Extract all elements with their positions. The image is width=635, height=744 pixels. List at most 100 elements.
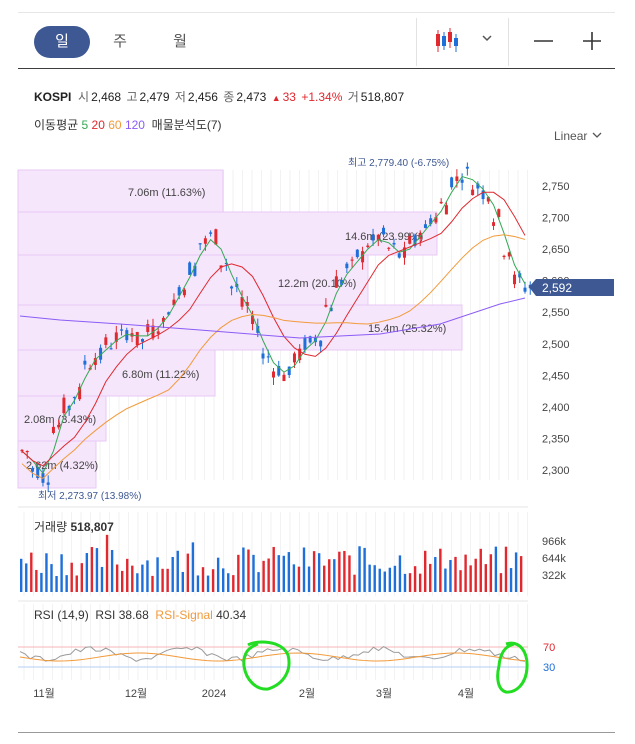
candle-body	[46, 482, 50, 485]
candle-body	[182, 289, 186, 296]
price-chart[interactable]: 7.06m (11.63%) 14.6m (23.99%) 12.2m (20.10…	[0, 150, 635, 710]
volume-profile-label: 2.62m (4.32%)	[26, 460, 98, 472]
open-label: 시	[78, 90, 90, 104]
volume-bar	[424, 550, 427, 592]
volume-bar	[272, 546, 275, 592]
candle-body	[486, 197, 490, 202]
volume-bar	[459, 570, 462, 592]
volume-bar	[156, 557, 159, 592]
candle-body	[292, 353, 296, 363]
tab-month[interactable]: 월	[173, 33, 187, 50]
candle-body	[277, 366, 281, 376]
volume-panel-value: 518,807	[70, 520, 114, 534]
candle-body	[203, 238, 207, 244]
volume-bar	[439, 548, 442, 592]
low-label: 저	[174, 90, 186, 104]
volume-bar	[312, 551, 316, 592]
volume-bar	[211, 569, 215, 592]
period-tabs: 일 주 월	[34, 24, 208, 60]
volume-bar	[449, 560, 452, 592]
candle-body	[303, 337, 307, 350]
volume-bar	[166, 568, 169, 592]
candle-body	[329, 307, 333, 312]
volume-bar	[323, 565, 326, 592]
scale-selector[interactable]: Linear	[554, 129, 603, 143]
chart-type-dropdown[interactable]	[430, 18, 500, 66]
chevron-down-icon	[592, 132, 602, 138]
volume-bar	[429, 563, 432, 592]
time-axis-label: 11월	[33, 687, 55, 700]
volume-bar	[393, 565, 397, 592]
volume-bar	[206, 575, 210, 592]
volume-bar	[60, 554, 63, 592]
rsi-line	[19, 646, 526, 662]
volume-bar	[282, 555, 285, 592]
volume-bar	[181, 571, 184, 592]
quote-line: KOSPI 시 2,468 고 2,479 저 2,456 종 2,473 ▲ 33 +1…	[34, 88, 406, 105]
volume-bar	[444, 568, 447, 592]
volume-bar	[242, 547, 245, 592]
volume-bar	[186, 553, 190, 592]
change-percent: +1.34%	[301, 90, 343, 104]
price-tick-label: 2,700	[542, 213, 570, 225]
change-value: 33	[282, 90, 296, 104]
tab-day[interactable]: 일	[34, 26, 90, 58]
volume-bar	[489, 554, 493, 592]
candle-body	[25, 450, 29, 453]
candle-body	[492, 222, 496, 226]
volume-bar	[398, 555, 402, 592]
volume-bar	[418, 573, 422, 592]
tab-week[interactable]: 주	[113, 33, 127, 50]
volume-bar	[328, 559, 331, 592]
candle-body	[502, 255, 506, 258]
candle-body	[30, 468, 34, 472]
candle-body	[423, 224, 427, 229]
volume-bar	[55, 575, 58, 592]
candle-body	[36, 467, 40, 479]
volume-bar	[257, 572, 260, 592]
candle-body	[20, 449, 24, 452]
volume-bar	[363, 547, 366, 592]
candle-body	[376, 234, 380, 241]
candle-body	[109, 348, 113, 350]
volume-bar	[196, 575, 200, 592]
volume-bar	[80, 563, 83, 592]
current-price-tag: 2,592	[529, 279, 614, 296]
candle-body	[450, 177, 454, 188]
change-arrow: ▲	[271, 93, 281, 103]
time-axis-label: 2024	[202, 688, 226, 700]
volume-profile-bar	[17, 211, 438, 256]
candle-body	[481, 190, 485, 200]
candlestick-icon	[436, 28, 492, 52]
volume-bar	[141, 564, 144, 592]
volume-bar	[171, 556, 174, 592]
volume-bar	[383, 571, 386, 592]
volume-bar	[227, 573, 230, 592]
toolbar-divider	[508, 18, 509, 66]
volume-value: 518,807	[360, 90, 405, 104]
candle-body	[497, 209, 501, 218]
volume-bar	[358, 546, 361, 592]
zoom-in-icon[interactable]	[583, 32, 601, 50]
annotation-circle-2	[496, 641, 529, 694]
volume-bar	[292, 564, 296, 592]
candle-body	[230, 286, 234, 289]
volume-profile-label: 14.6m (23.99%)	[345, 231, 423, 243]
volume-bar	[277, 555, 280, 592]
volume-bar	[247, 549, 250, 592]
volume-bar	[484, 564, 487, 592]
moving-average-legend[interactable]: 이동평균 5 20 60 120 매물분석도(7)	[34, 116, 222, 133]
candle-body	[345, 263, 349, 269]
candle-body	[83, 360, 87, 365]
candle-body	[266, 356, 270, 358]
candle-body	[408, 235, 412, 244]
rsi-value: 38.68	[118, 608, 149, 622]
candle-body	[298, 348, 302, 361]
volume-bar	[302, 547, 306, 592]
zoom-controls	[526, 18, 616, 66]
candle-body	[114, 332, 118, 342]
candle-body	[513, 274, 517, 285]
volume-bar	[519, 556, 523, 592]
candle-body	[350, 259, 354, 261]
volume-bar	[110, 549, 114, 592]
